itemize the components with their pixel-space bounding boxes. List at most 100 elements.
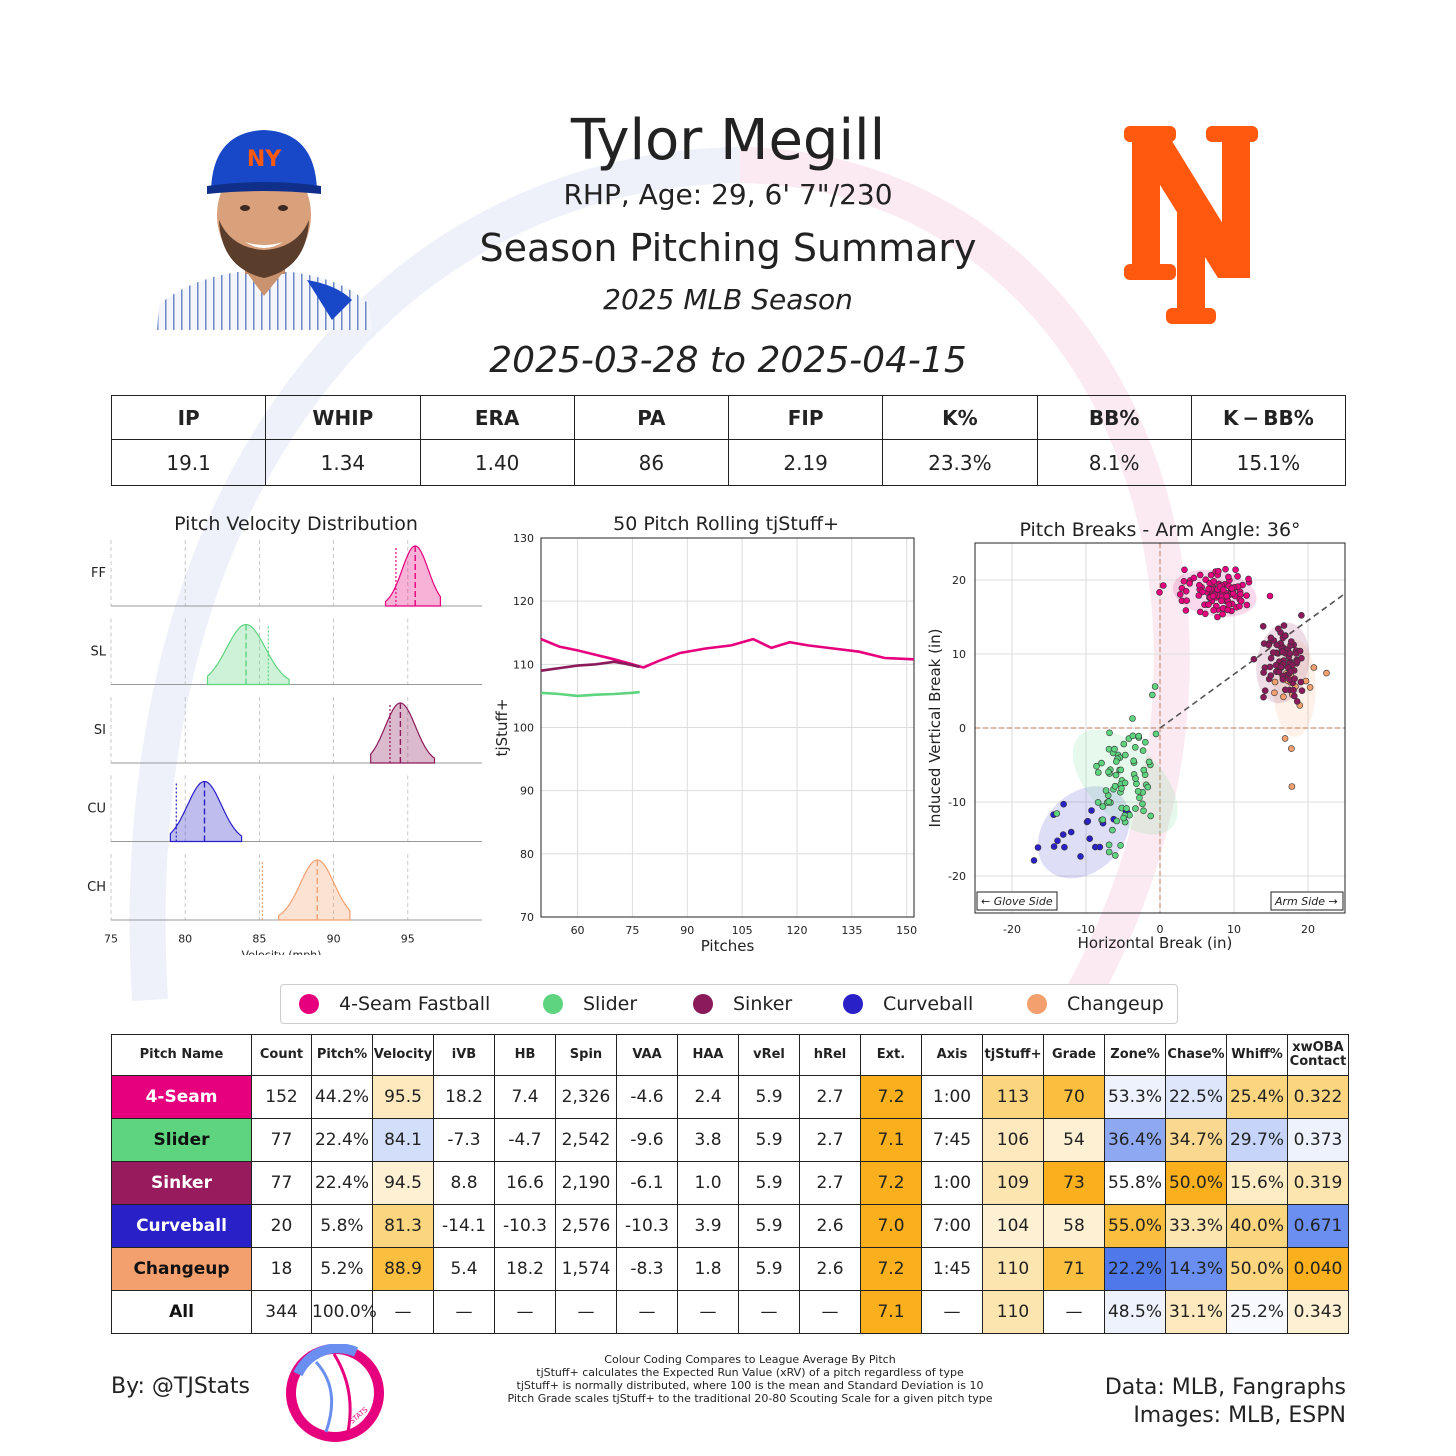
break-point-curveball — [1054, 837, 1061, 845]
table-cell: 54 — [1043, 1118, 1105, 1162]
x-tick-label: 75 — [625, 924, 639, 937]
y-tick-label: 10 — [952, 648, 966, 661]
break-point-sinker — [1281, 686, 1289, 694]
break-point-4-seam-fastball — [1215, 567, 1222, 575]
break-point-4-seam-fastball — [1196, 608, 1204, 616]
break-point-slider — [1099, 816, 1107, 824]
break-point-curveball — [1061, 843, 1068, 851]
table-cell: 2.6 — [799, 1204, 861, 1248]
break-point-slider — [1139, 747, 1147, 754]
table-cell: — — [1043, 1290, 1105, 1334]
break-point-4-seam-fastball — [1228, 585, 1236, 592]
rolling-line-4-seam-fastball — [540, 637, 915, 669]
break-point-slider — [1113, 758, 1120, 765]
break-point-4-seam-fastball — [1219, 586, 1227, 594]
break-point-slider — [1113, 817, 1120, 825]
table-cell: 88.9 — [372, 1247, 434, 1291]
break-point-sinker — [1261, 687, 1269, 694]
arm-side-box — [1270, 891, 1344, 911]
break-point-4-seam-fastball — [1245, 575, 1252, 583]
y-tick-label: 110 — [513, 658, 534, 671]
glove-side-box — [976, 891, 1058, 911]
break-point-slider — [1140, 766, 1148, 774]
x-tick-label: 85 — [252, 933, 266, 946]
break-point-slider — [1134, 788, 1142, 795]
x-axis-label: Pitches — [701, 937, 755, 955]
svg-text:NY: NY — [247, 147, 282, 172]
table-cell: 25.2% — [1226, 1290, 1288, 1334]
table-cell: 58 — [1043, 1204, 1105, 1248]
y-tick-label: -10 — [948, 796, 966, 809]
break-point-4-seam-fastball — [1243, 601, 1251, 609]
table-cell: 55.0% — [1104, 1204, 1166, 1248]
velocity-density-ff — [384, 545, 442, 607]
break-point-slider — [1130, 757, 1137, 765]
break-point-sinker — [1267, 654, 1275, 662]
stat-value-fip: 2.19 — [727, 439, 884, 486]
y-tick-label: 80 — [520, 848, 534, 861]
table-cell: -10.3 — [494, 1204, 556, 1248]
y-axis-label: tjStuff+ — [493, 699, 511, 757]
break-point-4-seam-fastball — [1205, 585, 1212, 593]
table-cell: 106 — [982, 1118, 1044, 1162]
summary-stats-header-row: IP WHIP ERA PA FIP K% BB% K − BB% — [110, 395, 1347, 440]
break-point-sinker — [1260, 669, 1267, 676]
break-point-changeup — [1288, 745, 1295, 752]
break-point-4-seam-fastball — [1222, 565, 1229, 573]
col-header-ext: Ext. — [860, 1034, 922, 1076]
table-cell: 1:45 — [921, 1247, 983, 1291]
table-cell: 33.3% — [1165, 1204, 1227, 1248]
legend-label: Slider — [583, 993, 638, 1015]
table-cell: 3.8 — [677, 1118, 739, 1162]
break-point-slider — [1099, 803, 1107, 810]
table-cell: 110 — [982, 1290, 1044, 1334]
stat-value-k-bb-pct: 15.1% — [1190, 439, 1347, 486]
data-source-credit: Data: MLB, Fangraphs — [1104, 1375, 1346, 1400]
table-cell: 0.343 — [1287, 1290, 1349, 1334]
stat-header-bb-pct: BB% — [1036, 395, 1192, 440]
break-point-4-seam-fastball — [1214, 613, 1221, 621]
y-tick-label: 0 — [959, 722, 966, 735]
table-cell: — — [738, 1290, 800, 1334]
date-range: 2025-03-28 to 2025-04-15 — [489, 340, 967, 381]
table-cell: 77 — [251, 1118, 312, 1162]
break-point-4-seam-fastball — [1210, 607, 1217, 614]
table-cell: 7.2 — [860, 1161, 922, 1205]
break-point-changeup — [1281, 735, 1289, 742]
break-point-sinker — [1277, 663, 1285, 671]
break-point-4-seam-fastball — [1225, 601, 1233, 608]
table-cell: 36.4% — [1104, 1118, 1166, 1162]
table-cell: -4.7 — [494, 1118, 556, 1162]
table-row: Sinker 77 22.4% 94.5 8.8 16.6 2,190 -6.1 1.0 5.9 2… — [111, 1161, 1349, 1205]
break-point-slider — [1122, 751, 1129, 759]
table-cell: 344 — [251, 1290, 312, 1334]
velocity-row-label: SI — [94, 723, 106, 738]
table-row: All 344 100.0% — — — — — — — —7.1—110—48.5% 31.1% 25… — [111, 1290, 1349, 1334]
break-point-slider — [1139, 800, 1146, 808]
table-cell: 2.4 — [677, 1075, 739, 1119]
break-point-4-seam-fastball — [1180, 577, 1188, 585]
table-cell: 109 — [982, 1161, 1044, 1205]
pitch-table-header-row: Pitch Name Count Pitch% Velocity iVB HB … — [111, 1034, 1349, 1076]
break-point-slider — [1140, 807, 1147, 815]
break-point-sinker — [1287, 668, 1295, 675]
x-tick-label: -10 — [1077, 923, 1095, 936]
table-cell: — — [799, 1290, 861, 1334]
x-axis-label: Velocity (mph) — [242, 949, 322, 956]
break-point-slider — [1102, 787, 1110, 794]
break-point-slider — [1106, 729, 1113, 737]
plot-frame — [974, 542, 1346, 914]
legend-label: 4-Seam Fastball — [339, 993, 491, 1015]
legend-dot-curveball — [843, 994, 863, 1014]
break-point-changeup — [1310, 664, 1318, 671]
x-axis-label: Horizontal Break (in) — [1078, 934, 1233, 952]
break-point-sinker — [1265, 641, 1273, 649]
image-source-credit: Images: MLB, ESPN — [1133, 1403, 1346, 1428]
table-cell: 0.671 — [1287, 1204, 1349, 1248]
table-cell: 2.7 — [799, 1161, 861, 1205]
break-point-curveball — [1086, 835, 1093, 843]
table-cell: 2.6 — [799, 1247, 861, 1291]
legend-label: Changeup — [1067, 993, 1164, 1015]
table-cell: — — [555, 1290, 617, 1334]
table-cell: 5.9 — [738, 1161, 800, 1205]
